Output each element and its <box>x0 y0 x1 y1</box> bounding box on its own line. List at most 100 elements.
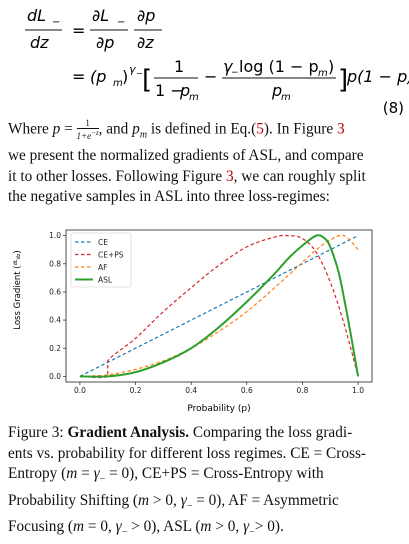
eq-lhs-num-sub: − <box>52 17 60 28</box>
caption-t5-e: > 0). <box>254 518 284 536</box>
eq-f1-den-a: 1 − <box>155 81 184 100</box>
equation-8: dL − dz = ∂L − ∂p ∂p ∂z = (p m ) γ − [ 1… <box>25 6 409 117</box>
axes: 0.0 0.2 0.4 0.6 0.8 1.0 0.0 0.2 0.4 0.6 0.8 1.0 <box>49 229 373 395</box>
caption-t3-m: m <box>66 465 78 483</box>
y-axis-label-frac-den: dz <box>16 253 22 259</box>
eq-f2-num-m: m <box>318 68 328 79</box>
x-tick-label: 1.0 <box>352 386 364 395</box>
caption-t4-c: = 0), AF = Asymmetric <box>196 491 339 509</box>
para-l3-b: , we can roughly split <box>233 167 366 185</box>
legend-label-af: AF <box>98 263 107 272</box>
x-tick-label: 0.4 <box>185 386 197 395</box>
caption-t4-b: > 0, <box>152 491 177 509</box>
eq-r1-num: ∂L <box>92 6 109 25</box>
caption-label: Figure 3: <box>8 424 64 441</box>
caption-t5a: Focusing ( <box>8 518 74 536</box>
figure-ref-link-1[interactable]: 3 <box>336 120 345 138</box>
y-axis-label-a: Loss Gradient ( <box>13 265 23 329</box>
caption-line-5: Focusing (m = 0, γ− > 0), ASL (m > 0, γ−… <box>8 517 404 544</box>
eq-r2-den: ∂z <box>137 33 154 52</box>
legend: CE CE+PS AF ASL <box>70 232 132 288</box>
eq-f2-den-p: p <box>271 81 282 100</box>
figure-caption: Figure 3: Gradient Analysis. Comparing t… <box>8 423 404 544</box>
eq-r2-num: ∂p <box>137 6 155 25</box>
eq-minus: − <box>204 67 217 86</box>
inline-frac-den-exp: −z <box>91 129 99 137</box>
y-tick-label: 0.4 <box>49 316 61 325</box>
caption-t1: Comparing the loss gradi- <box>192 424 353 441</box>
eq-f2-num-close: ) <box>328 57 334 76</box>
legend-label-ce: CE <box>98 238 108 247</box>
para-and: , and <box>98 120 129 138</box>
eq-f2-den-m: m <box>281 92 291 103</box>
eq-r1-num-sub: − <box>117 17 125 28</box>
figure-3-chart: 0.0 0.2 0.4 0.6 0.8 1.00.00.20.40.60.81.0 CEC… <box>13 229 373 414</box>
eq-gamma-exp-sub: − <box>136 69 143 78</box>
caption-line-3: Entropy (m = γ− = 0), CE+PS = Cross-Entr… <box>8 464 404 491</box>
x-tick-label: 0.6 <box>241 386 253 395</box>
legend-label-asl: ASL <box>98 276 113 285</box>
eq-right-bracket: ] <box>338 65 348 95</box>
eq-lhs-den: dz <box>30 33 49 52</box>
caption-t3a: Entropy ( <box>8 465 67 483</box>
series-line-af <box>79 234 359 377</box>
caption-t5-gamma-sub: − <box>121 527 128 539</box>
body-paragraph: Where p = 1 1+e−z , and pm is defined in… <box>8 119 404 208</box>
inline-frac-den: 1+e <box>76 131 92 141</box>
para-line-2: we present the normalized gradients of A… <box>8 147 364 165</box>
caption-t5-c: > 0), ASL ( <box>131 518 201 536</box>
series-line-ce <box>79 235 359 377</box>
eq-r1-den: ∂p <box>96 33 114 52</box>
para-eq: = <box>64 120 73 138</box>
plot-frame <box>65 229 373 383</box>
eq-equals-2: = <box>72 67 85 86</box>
svg-text:Loss Gradient (dLdz): Loss Gradient (dLdz) <box>13 250 23 329</box>
legend-box <box>70 232 132 288</box>
series-line-ce-ps <box>79 234 359 379</box>
inline-frac-den-wrap: 1+e−z <box>77 129 99 141</box>
figure-ref-link-2[interactable]: 3 <box>226 167 234 185</box>
eq-f2-num-gamma: γ <box>223 57 234 76</box>
x-tick-label: 0.2 <box>130 386 142 395</box>
inline-frac-num: 1 <box>76 119 99 129</box>
y-axis-label-frac-num: dL <box>13 259 19 265</box>
para-in-figure: ). In Figure <box>263 120 334 138</box>
x-axis-label: Probability (p) <box>187 404 250 414</box>
para-where: Where <box>8 120 49 138</box>
eq-pm-factor: (p <box>90 67 106 86</box>
caption-t5-b: = 0, <box>87 518 112 536</box>
eq-ref-link[interactable]: 5 <box>256 120 264 138</box>
y-tick-label: 0.6 <box>49 288 61 297</box>
para-line-4: the negative samples in ASL into three l… <box>8 188 330 206</box>
inline-fraction: 1 1+e−z <box>76 119 99 141</box>
y-axis-label-b: ) <box>13 250 23 253</box>
caption-t5-d: > 0, <box>215 518 240 536</box>
eq-f2-num-gamma-sub: − <box>231 68 239 78</box>
caption-title: Gradient Analysis. <box>67 424 190 441</box>
caption-t3-eq: = <box>81 465 90 483</box>
para-line-3: it to other losses. Following Figure 3, … <box>8 167 404 188</box>
eq-number: (8) <box>383 99 404 117</box>
caption-t3-eq2: = 0), CE+PS = Cross-Entropy with <box>109 465 324 483</box>
caption-t3-gamma: γ <box>93 465 100 483</box>
caption-t5-gamma: γ <box>115 518 122 536</box>
y-tick-label: 0.0 <box>49 372 61 381</box>
eq-gamma-exp: γ <box>129 63 136 76</box>
para-line-1: Where p = 1 1+e−z , and pm is defined in… <box>8 119 404 146</box>
series-line-asl <box>79 234 360 378</box>
caption-t4-gamma-sub: − <box>186 500 193 512</box>
caption-line-2: ents vs. probability for different loss … <box>8 444 366 462</box>
caption-line-1: Figure 3: Gradient Analysis. Comparing t… <box>8 423 404 444</box>
caption-t4a: Probability Shifting ( <box>8 491 139 509</box>
para-pm-sub: m <box>139 129 148 141</box>
series-lines <box>79 234 360 379</box>
y-tick-label: 0.8 <box>49 259 61 268</box>
caption-t5-gamma2: γ <box>243 518 250 536</box>
y-tick-label: 1.0 <box>49 231 61 240</box>
para-defined: is defined in Eq.( <box>150 120 257 138</box>
eq-f1-den-m: m <box>189 92 199 103</box>
para-p: p <box>52 120 61 138</box>
legend-label-ce-ps: CE+PS <box>98 251 124 260</box>
eq-left-bracket: [ <box>142 65 152 95</box>
eq-equals-1: = <box>72 21 85 40</box>
